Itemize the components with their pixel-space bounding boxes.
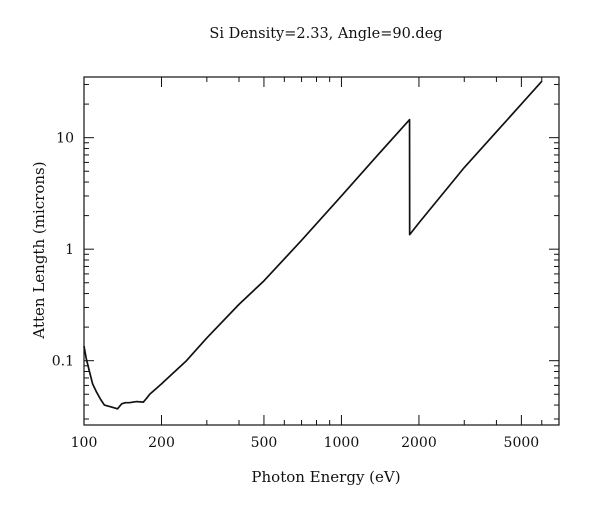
- x-tick-label-100: 100: [71, 435, 98, 451]
- y-tick-label-1: 1: [65, 242, 74, 258]
- x-tick-label-200: 200: [148, 435, 175, 451]
- x-tick-label-500: 500: [251, 435, 278, 451]
- y-tick-label-10: 10: [56, 131, 74, 147]
- y-tick-label-0.1: 0.1: [52, 354, 74, 370]
- plot-frame: [83, 76, 560, 426]
- x-axis-label: Photon Energy (eV): [251, 468, 400, 486]
- series-line-si: [83, 80, 543, 410]
- chart-title: Si Density=2.33, Angle=90.deg: [209, 26, 442, 42]
- axis-ticks: [83, 77, 560, 425]
- x-tick-label-2000: 2000: [401, 435, 437, 451]
- y-axis-label: Atten Length (microns): [30, 161, 48, 339]
- x-tick-label-1000: 1000: [324, 435, 360, 451]
- x-tick-label-5000: 5000: [504, 435, 540, 451]
- axis-tick-labels: 100 200 500 1000 2000 5000 0.1 1 10: [52, 131, 539, 451]
